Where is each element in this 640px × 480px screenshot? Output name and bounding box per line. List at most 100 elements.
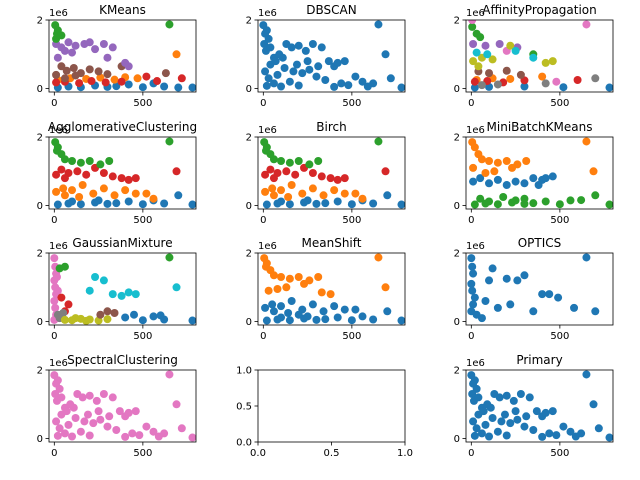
y-offset-label-affinitypropagation-2: 1e6: [466, 8, 485, 19]
axes-frame-affinitypropagation-2: [465, 19, 614, 93]
y-tick-label-gaussianmixture-6-1: 2: [37, 249, 43, 260]
point-gaussianmixture-6-s1-0: [50, 254, 59, 263]
point-agglomerativeclustering-3-s0-0: [53, 200, 62, 209]
point-gaussianmixture-6-s6-6: [172, 283, 181, 292]
point-optics-8-s0-19: [591, 307, 600, 316]
point-primary-11-s0-19: [559, 422, 568, 431]
point-affinitypropagation-2-s7-2: [591, 74, 600, 83]
point-affinitypropagation-2-s4-0: [469, 40, 478, 48]
axes-frame-minibatchkmeans-5: [465, 136, 614, 210]
point-minibatchkmeans-5-s0-0: [469, 177, 478, 186]
point-affinitypropagation-2-s0-0: [470, 83, 479, 92]
point-agglomerativeclustering-3-s1-2: [68, 186, 77, 195]
point-gaussianmixture-6-s6-3: [117, 291, 126, 300]
axes-frame-optics-8: [465, 252, 614, 326]
point-optics-8-s0-14: [520, 271, 529, 280]
x-tick-label-kmeans-0-0: 0: [51, 98, 57, 109]
y-tick-label-agglomerativeclustering-3-1: 2: [37, 133, 43, 144]
point-primary-11-s0-49: [571, 432, 580, 441]
point-kmeans-0-s2-8: [177, 74, 186, 83]
y-tick-label-kmeans-0-0: 0: [37, 84, 43, 95]
y-offset-label-gaussianmixture-6: 1e6: [49, 241, 68, 252]
point-birch-4-s2-9: [333, 175, 342, 184]
subplot-empty-10: 0.0 0.5 1.0 0.0 0.5 1.0: [236, 366, 413, 460]
y-tick-label-minibatchkmeans-5-1: 2: [454, 133, 460, 144]
point-dbscan-1-s0-12: [301, 46, 310, 55]
subplot-title-minibatchkmeans-5: MiniBatchKMeans: [487, 120, 593, 134]
point-kmeans-0-s0-11: [112, 82, 121, 91]
point-dbscan-1-s0-29: [289, 67, 298, 76]
point-minibatchkmeans-5-s0-1: [476, 174, 485, 183]
point-spectralclustering-9-s0-48: [128, 429, 137, 438]
point-dbscan-1-s0-35: [269, 79, 278, 88]
point-birch-4-s0-13: [277, 197, 286, 206]
point-gaussianmixture-6-s5-6: [71, 314, 80, 323]
point-spectralclustering-9-s0-33: [112, 426, 121, 434]
point-dbscan-1-s0-36: [262, 81, 271, 90]
point-kmeans-0-s4-7: [108, 43, 117, 52]
points-primary-11: [467, 370, 613, 442]
point-dbscan-1-s0-20: [358, 77, 367, 86]
point-optics-8-s0-1: [468, 262, 477, 271]
point-primary-11-s0-47: [522, 412, 531, 421]
point-birch-4-s1-0: [261, 187, 270, 196]
point-kmeans-0-s3-6: [94, 67, 103, 76]
point-optics-8-s0-9: [477, 314, 486, 323]
point-meanshift-7-s0-26: [294, 310, 303, 319]
point-spectralclustering-9-s0-18: [131, 407, 140, 416]
point-birch-4-s2-11: [381, 167, 390, 176]
y-tick-label-dbscan-1-1: 2: [246, 16, 252, 27]
point-gaussianmixture-6-s7-2: [96, 310, 105, 319]
point-spectralclustering-9-s0-40: [135, 431, 144, 440]
point-dbscan-1-s0-14: [317, 43, 326, 52]
point-primary-11-s0-17: [541, 408, 550, 417]
point-spectralclustering-9-s0-36: [53, 431, 62, 440]
point-kmeans-0-s4-8: [60, 46, 69, 55]
x-tick-label-gaussianmixture-6-0: 0: [51, 331, 57, 342]
axes-frame-agglomerativeclustering-3: [48, 136, 197, 210]
point-dbscan-1-s0-6: [266, 43, 275, 52]
y-tick-label-dbscan-1-0: 0: [246, 84, 252, 95]
point-birch-4-s0-12: [303, 196, 312, 205]
point-agglomerativeclustering-3-s1-5: [99, 184, 108, 193]
y-tick-label-agglomerativeclustering-3-0: 0: [37, 201, 43, 212]
point-primary-11-s0-22: [589, 400, 598, 409]
point-gaussianmixture-6-s6-5: [131, 290, 140, 299]
point-minibatchkmeans-5-s1-1: [470, 143, 479, 152]
point-kmeans-0-s1-7: [172, 50, 181, 59]
point-minibatchkmeans-5-s1-10: [589, 167, 598, 176]
point-dbscan-1-s0-10: [287, 43, 296, 52]
point-spectralclustering-9-s0-11: [85, 391, 94, 400]
point-minibatchkmeans-5-s1-14: [469, 163, 478, 172]
point-birch-4-s0-5: [333, 197, 342, 206]
point-minibatchkmeans-5-s2-11: [529, 199, 538, 208]
x-tick-label-primary-11-0: 0: [468, 448, 474, 459]
point-spectralclustering-9-s0-13: [99, 390, 108, 398]
point-optics-8-s0-13: [513, 276, 522, 285]
subplot-dbscan-1: 0 500 0 2 1e6 DBSCAN: [246, 3, 406, 109]
point-meanshift-7-s1-5: [277, 273, 286, 281]
point-agglomerativeclustering-3-s0-10: [188, 200, 196, 209]
subplot-title-dbscan-1: DBSCAN: [306, 3, 356, 17]
point-minibatchkmeans-5-s0-4: [502, 181, 511, 189]
point-primary-11-s0-28: [488, 414, 497, 422]
point-dbscan-1-s0-23: [386, 74, 395, 83]
y-tick-label-birch-4-0: 0: [246, 201, 252, 212]
point-kmeans-0-s2-4: [101, 78, 110, 87]
point-minibatchkmeans-5-s0-3: [493, 175, 502, 184]
point-kmeans-0-s4-6: [99, 40, 108, 48]
point-birch-4-s1-12: [284, 193, 293, 201]
y-offset-label-agglomerativeclustering-3: 1e6: [49, 125, 68, 136]
point-birch-4-s3-8: [305, 160, 314, 169]
point-dbscan-1-s0-43: [271, 57, 280, 66]
point-gaussianmixture-6-s0-0: [121, 313, 130, 322]
point-gaussianmixture-6-s1-7: [51, 303, 60, 312]
point-meanshift-7-s0-5: [333, 313, 342, 322]
point-spectralclustering-9-s0-46: [94, 407, 103, 416]
point-kmeans-0-s4-10: [68, 48, 77, 57]
point-minibatchkmeans-5-s2-2: [493, 200, 502, 209]
point-affinitypropagation-2-s8-2: [488, 55, 497, 64]
x-tick-label-meanshift-7-1: 500: [342, 331, 361, 342]
point-spectralclustering-9-s0-14: [108, 393, 117, 402]
